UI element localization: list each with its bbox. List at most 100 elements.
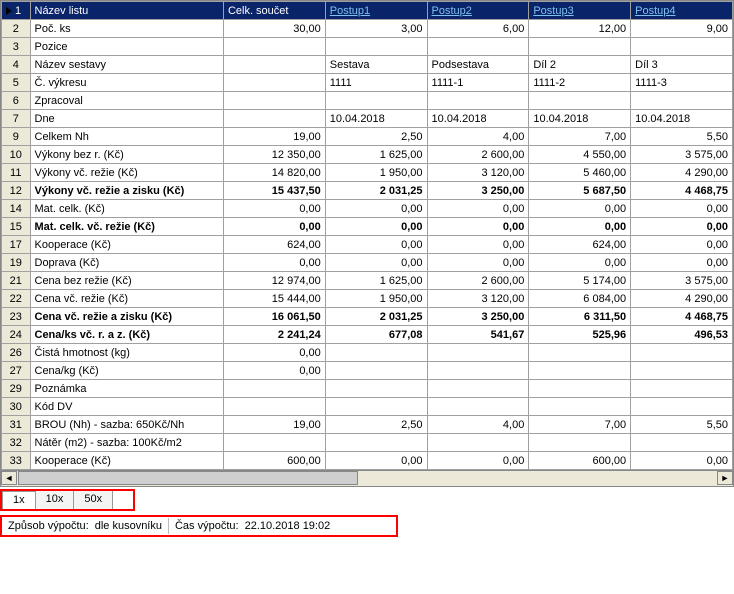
table-row[interactable]: 19Doprava (Kč)0,000,000,000,000,00	[2, 254, 733, 272]
cell[interactable]: 0,00	[631, 452, 733, 470]
cell[interactable]: 677,08	[325, 326, 427, 344]
table-row[interactable]: 6Zpracoval	[2, 92, 733, 110]
cell[interactable]: 0,00	[529, 200, 631, 218]
cell[interactable]	[223, 434, 325, 452]
cell[interactable]: 12 974,00	[223, 272, 325, 290]
cell[interactable]: 0,00	[223, 344, 325, 362]
cell[interactable]: 0,00	[631, 218, 733, 236]
cell[interactable]: 6 311,50	[529, 308, 631, 326]
cell[interactable]: Díl 3	[631, 56, 733, 74]
cell[interactable]	[529, 92, 631, 110]
cell[interactable]: 0,00	[631, 236, 733, 254]
cell[interactable]: 4 290,00	[631, 290, 733, 308]
cell[interactable]	[529, 38, 631, 56]
cell[interactable]: 14 820,00	[223, 164, 325, 182]
cell[interactable]: 525,96	[529, 326, 631, 344]
cell[interactable]: 1111-2	[529, 74, 631, 92]
table-row[interactable]: 30Kód DV	[2, 398, 733, 416]
cell[interactable]	[631, 38, 733, 56]
cell[interactable]: 1 950,00	[325, 290, 427, 308]
cell[interactable]	[325, 92, 427, 110]
header-col-2[interactable]: Postup2	[427, 2, 529, 20]
cell[interactable]	[223, 74, 325, 92]
table-row[interactable]: 27Cena/kg (Kč)0,00	[2, 362, 733, 380]
table-row[interactable]: 10Výkony bez r. (Kč)12 350,001 625,002 6…	[2, 146, 733, 164]
table-row[interactable]: 24Cena/ks vč. r. a z. (Kč)2 241,24677,08…	[2, 326, 733, 344]
cell[interactable]	[631, 434, 733, 452]
cell[interactable]: 5,50	[631, 128, 733, 146]
table-row[interactable]: 15Mat. celk. vč. režie (Kč)0,000,000,000…	[2, 218, 733, 236]
cell[interactable]: 4,00	[427, 128, 529, 146]
header-col-3-link[interactable]: Postup3	[533, 5, 573, 17]
cell[interactable]	[325, 38, 427, 56]
cell[interactable]: 15 444,00	[223, 290, 325, 308]
cell[interactable]	[427, 380, 529, 398]
cell[interactable]: 0,00	[223, 218, 325, 236]
cell[interactable]: 3 575,00	[631, 272, 733, 290]
header-col-1[interactable]: Postup1	[325, 2, 427, 20]
cell[interactable]: 600,00	[223, 452, 325, 470]
table-row[interactable]: 33Kooperace (Kč)600,000,000,00600,000,00	[2, 452, 733, 470]
header-col-4[interactable]: Postup4	[631, 2, 733, 20]
cell[interactable]: 5 174,00	[529, 272, 631, 290]
cell[interactable]	[631, 398, 733, 416]
cell[interactable]: 3 120,00	[427, 290, 529, 308]
cell[interactable]: 6 084,00	[529, 290, 631, 308]
table-row[interactable]: 14Mat. celk. (Kč)0,000,000,000,000,00	[2, 200, 733, 218]
table-row[interactable]: 2Poč. ks30,003,006,0012,009,00	[2, 20, 733, 38]
cell[interactable]: 1 625,00	[325, 146, 427, 164]
table-row[interactable]: 7Dne10.04.201810.04.201810.04.201810.04.…	[2, 110, 733, 128]
cell[interactable]: 2 031,25	[325, 182, 427, 200]
cell[interactable]: 4,00	[427, 416, 529, 434]
cell[interactable]: 0,00	[427, 254, 529, 272]
cell[interactable]: 10.04.2018	[529, 110, 631, 128]
cell[interactable]: 6,00	[427, 20, 529, 38]
cell[interactable]: 0,00	[325, 218, 427, 236]
scroll-right-button[interactable]: ►	[717, 471, 733, 485]
cell[interactable]: 0,00	[427, 218, 529, 236]
cell[interactable]: 1111-3	[631, 74, 733, 92]
cell[interactable]	[427, 38, 529, 56]
cell[interactable]	[427, 92, 529, 110]
table-row[interactable]: 17Kooperace (Kč)624,000,000,00624,000,00	[2, 236, 733, 254]
cell[interactable]: 2 600,00	[427, 146, 529, 164]
cell[interactable]: 7,00	[529, 128, 631, 146]
cell[interactable]: 1111	[325, 74, 427, 92]
cell[interactable]	[325, 344, 427, 362]
cell[interactable]: 0,00	[427, 200, 529, 218]
cell[interactable]	[325, 380, 427, 398]
cell[interactable]: 0,00	[223, 200, 325, 218]
cell[interactable]: 4 468,75	[631, 308, 733, 326]
cell[interactable]: 496,53	[631, 326, 733, 344]
cell[interactable]	[529, 362, 631, 380]
cell[interactable]	[631, 380, 733, 398]
cell[interactable]	[631, 92, 733, 110]
cell[interactable]: 600,00	[529, 452, 631, 470]
cell[interactable]: 2 031,25	[325, 308, 427, 326]
cell[interactable]: 3 250,00	[427, 182, 529, 200]
cell[interactable]	[325, 398, 427, 416]
cell[interactable]: 12,00	[529, 20, 631, 38]
scroll-thumb[interactable]	[18, 471, 358, 485]
cell[interactable]: 7,00	[529, 416, 631, 434]
header-col-4-link[interactable]: Postup4	[635, 5, 675, 17]
cell[interactable]: 0,00	[325, 452, 427, 470]
cell[interactable]	[223, 380, 325, 398]
cell[interactable]	[631, 344, 733, 362]
cell[interactable]: 4 468,75	[631, 182, 733, 200]
horizontal-scrollbar[interactable]: ◄ ►	[0, 471, 734, 487]
cell[interactable]: 5,50	[631, 416, 733, 434]
cell[interactable]: 4 550,00	[529, 146, 631, 164]
cell[interactable]: 0,00	[427, 452, 529, 470]
cell[interactable]: 12 350,00	[223, 146, 325, 164]
table-row[interactable]: 11Výkony vč. režie (Kč)14 820,001 950,00…	[2, 164, 733, 182]
cell[interactable]	[529, 398, 631, 416]
cell[interactable]	[427, 362, 529, 380]
cell[interactable]	[529, 434, 631, 452]
table-row[interactable]: 31BROU (Nh) - sazba: 650Kč/Nh19,002,504,…	[2, 416, 733, 434]
cell[interactable]	[427, 398, 529, 416]
header-label[interactable]: Název listu	[30, 2, 223, 20]
cell[interactable]: 1 625,00	[325, 272, 427, 290]
table-row[interactable]: 9Celkem Nh19,002,504,007,005,50	[2, 128, 733, 146]
cell[interactable]	[223, 398, 325, 416]
